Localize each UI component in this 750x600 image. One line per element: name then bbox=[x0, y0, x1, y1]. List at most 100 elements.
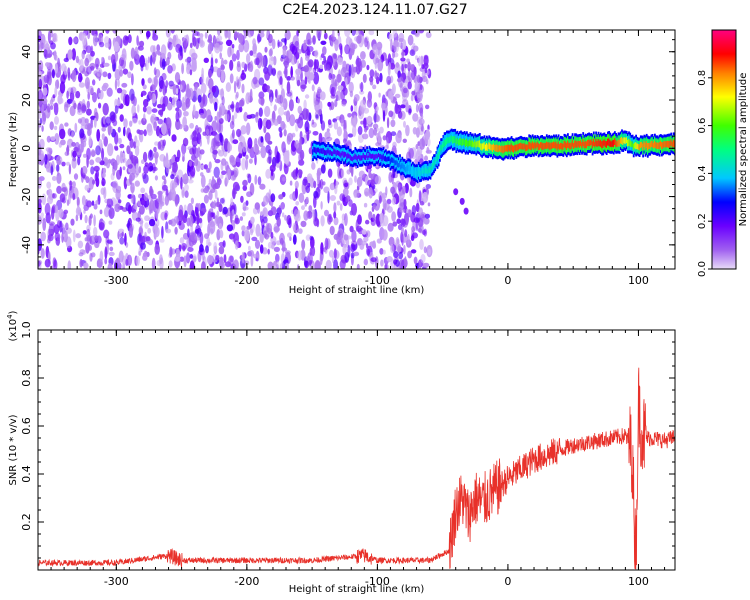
noise-blob bbox=[350, 66, 356, 79]
noise-blob bbox=[186, 252, 191, 264]
signal-band-core bbox=[630, 141, 633, 148]
signal-band-core bbox=[373, 154, 375, 160]
noise-blob bbox=[169, 96, 172, 102]
signal-band-core bbox=[562, 143, 565, 151]
noise-blob bbox=[249, 88, 253, 102]
noise-blob bbox=[425, 129, 431, 140]
noise-blob bbox=[130, 193, 135, 204]
noise-blob bbox=[212, 66, 219, 73]
noise-blob bbox=[176, 98, 183, 109]
noise-blob bbox=[398, 76, 404, 88]
noise-blob bbox=[376, 41, 383, 51]
noise-blob bbox=[343, 128, 347, 142]
noise-blob bbox=[334, 39, 339, 52]
noise-blob bbox=[311, 119, 315, 125]
noise-blob bbox=[395, 101, 398, 113]
noise-blob bbox=[377, 58, 384, 72]
noise-blob bbox=[231, 53, 237, 62]
signal-band-core bbox=[587, 139, 589, 147]
noise-blob bbox=[207, 223, 211, 237]
noise-blob bbox=[287, 232, 292, 238]
noise-blob bbox=[388, 110, 394, 118]
noise-blob bbox=[308, 79, 311, 84]
x-tick-label: 0 bbox=[504, 274, 511, 287]
noise-blob bbox=[42, 218, 47, 231]
signal-band-core bbox=[484, 144, 487, 151]
noise-blob bbox=[230, 210, 233, 224]
noise-blob bbox=[214, 182, 221, 189]
noise-blob bbox=[303, 99, 307, 110]
noise-blob bbox=[137, 104, 140, 113]
noise-blob bbox=[60, 63, 67, 72]
noise-blob bbox=[134, 46, 139, 60]
noise-blob bbox=[174, 72, 181, 83]
noise-blob bbox=[194, 83, 198, 90]
noise-blob bbox=[202, 93, 206, 105]
noise-blob bbox=[298, 151, 304, 164]
noise-blob bbox=[197, 202, 201, 212]
signal-band-core bbox=[638, 144, 641, 151]
noise-blob bbox=[254, 202, 260, 210]
noise-blob bbox=[177, 88, 181, 102]
signal-band-core bbox=[395, 160, 398, 165]
noise-blob bbox=[428, 248, 431, 256]
noise-blob bbox=[126, 160, 132, 165]
noise-blob bbox=[276, 240, 281, 246]
noise-blob bbox=[310, 262, 316, 269]
noise-blob bbox=[170, 174, 175, 180]
noise-blob bbox=[333, 248, 337, 260]
signal-band-core bbox=[348, 154, 351, 159]
signal-band-core bbox=[655, 142, 657, 149]
noise-blob bbox=[420, 254, 426, 264]
signal-band-core bbox=[542, 143, 545, 150]
colorbar-label: Normalized spectral amplitude bbox=[738, 73, 749, 227]
noise-blob bbox=[245, 200, 249, 206]
noise-blob bbox=[265, 168, 272, 179]
noise-blob bbox=[52, 102, 59, 108]
signal-band-core bbox=[397, 163, 400, 168]
signal-band-core bbox=[636, 143, 639, 149]
noise-blob bbox=[68, 192, 71, 205]
noise-blob bbox=[283, 111, 290, 116]
signal-band-core bbox=[664, 141, 667, 148]
spectrogram-frame bbox=[37, 29, 676, 270]
noise-blob bbox=[365, 230, 371, 238]
noise-blob bbox=[67, 67, 71, 79]
signal-band-core bbox=[412, 167, 414, 174]
noise-blob bbox=[357, 238, 362, 246]
noise-blob bbox=[268, 49, 273, 57]
noise-blob bbox=[78, 72, 83, 83]
signal-band-core bbox=[665, 141, 668, 148]
noise-blob bbox=[214, 116, 218, 121]
noise-blob bbox=[206, 133, 210, 145]
signal-band-core bbox=[406, 166, 408, 172]
noise-blob bbox=[292, 222, 297, 231]
noise-blob bbox=[146, 30, 151, 38]
signal-band-core bbox=[423, 167, 426, 174]
noise-blob bbox=[207, 254, 213, 265]
noise-blob bbox=[348, 177, 353, 186]
noise-blob bbox=[81, 165, 88, 175]
signal-band-core bbox=[544, 143, 547, 149]
noise-blob bbox=[246, 191, 253, 198]
signal-band-core bbox=[380, 153, 383, 159]
noise-blob bbox=[214, 215, 220, 226]
noise-blob bbox=[182, 214, 188, 224]
noise-blob bbox=[320, 164, 326, 174]
noise-blob bbox=[194, 124, 199, 136]
signal-band-core bbox=[372, 153, 374, 159]
noise-blob bbox=[344, 44, 350, 55]
noise-blob bbox=[218, 246, 225, 255]
noise-blob bbox=[364, 187, 370, 197]
noise-blob bbox=[337, 231, 341, 238]
signal-band-core bbox=[506, 145, 508, 152]
x-tick-label: 0 bbox=[504, 575, 511, 588]
noise-blob bbox=[50, 136, 56, 141]
signal-band-core bbox=[599, 139, 602, 147]
noise-blob bbox=[385, 58, 389, 67]
x-tick-label: -300 bbox=[104, 274, 129, 287]
noise-blob bbox=[413, 256, 418, 265]
noise-blob bbox=[320, 215, 325, 227]
noise-blob bbox=[52, 193, 57, 199]
noise-blob bbox=[179, 256, 185, 262]
